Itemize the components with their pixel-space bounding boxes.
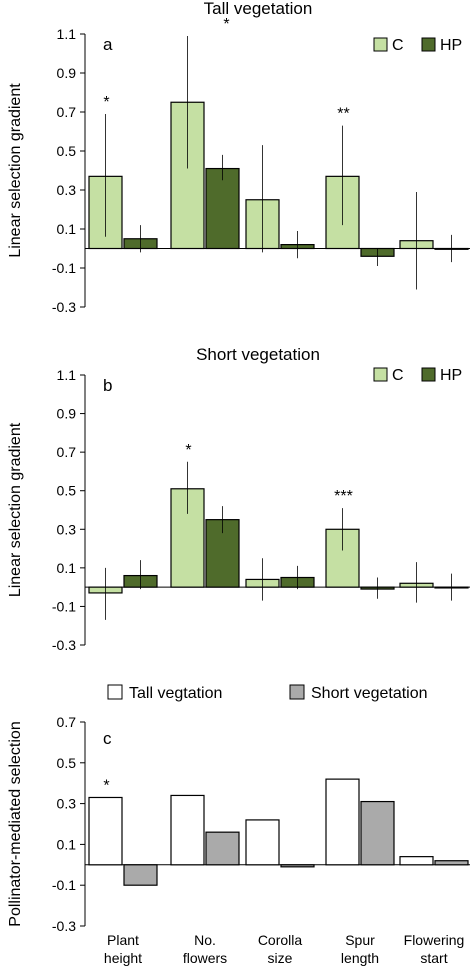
bar-first — [88, 796, 123, 866]
y-tick-label: 1.1 — [57, 26, 77, 42]
x-category-label: Flowering — [404, 932, 465, 948]
legend-swatch-short — [289, 684, 305, 700]
y-tick-label: 0.1 — [57, 836, 77, 852]
x-category-label: flowers — [183, 950, 227, 966]
bar-first — [245, 819, 280, 866]
y-tick-label: -0.3 — [52, 918, 76, 934]
y-tick-label: -0.1 — [52, 877, 76, 893]
y-axis-label: Linear selection gradient — [7, 422, 24, 597]
bar-first — [325, 778, 360, 866]
x-category-label: length — [341, 950, 379, 966]
x-category-label: height — [104, 950, 142, 966]
y-tick-label: 0.5 — [57, 483, 77, 499]
bar-second — [205, 167, 240, 250]
y-tick-label: 0.1 — [57, 221, 77, 237]
bar-second — [280, 864, 315, 868]
y-axis-label: Pollinator-mediated selection — [7, 721, 24, 926]
x-category-label: No. — [194, 932, 216, 948]
significance-mark: * — [223, 16, 229, 33]
panel-label: a — [103, 35, 113, 54]
legend-label-C: C — [392, 367, 404, 384]
legend-label-HP: HP — [440, 367, 462, 384]
x-category-label: Plant — [107, 932, 139, 948]
significance-mark: ** — [337, 106, 349, 123]
legend-label-short: Short vegetation — [311, 685, 428, 702]
legend-swatch-C — [373, 37, 388, 52]
panel-title: Short vegetation — [196, 345, 320, 364]
y-tick-label: 0.5 — [57, 755, 77, 771]
x-category-label: start — [420, 950, 447, 966]
significance-mark: *** — [334, 488, 353, 505]
bar-second — [434, 860, 469, 866]
bar-second — [360, 800, 395, 866]
bar-second — [123, 864, 158, 886]
y-tick-label: 0.3 — [57, 182, 77, 198]
x-category-label: Spur — [345, 932, 375, 948]
legend-swatch-HP — [421, 37, 436, 52]
panel-title: Tall vegetation — [204, 0, 313, 18]
panel-label: c — [103, 729, 112, 748]
legend-swatch-tall — [107, 684, 123, 700]
y-tick-label: 0.7 — [57, 444, 77, 460]
panel-label: b — [103, 376, 112, 395]
bar-first — [170, 794, 205, 866]
y-tick-label: 0.9 — [57, 406, 77, 422]
y-tick-label: 0.7 — [57, 104, 77, 120]
x-category-label: size — [268, 950, 293, 966]
legend-swatch-HP — [421, 367, 436, 382]
legend-label-tall: Tall vegtation — [129, 685, 222, 702]
y-tick-label: -0.3 — [52, 637, 76, 653]
y-axis-label: Linear selection gradient — [7, 83, 24, 258]
y-tick-label: 1.1 — [57, 367, 77, 383]
legend-swatch-C — [373, 367, 388, 382]
y-tick-label: 0.1 — [57, 560, 77, 576]
y-tick-label: 0.5 — [57, 143, 77, 159]
y-tick-label: 0.3 — [57, 796, 77, 812]
y-tick-label: -0.3 — [52, 299, 76, 315]
significance-mark: * — [103, 777, 109, 794]
y-tick-label: -0.1 — [52, 260, 76, 276]
significance-mark: * — [185, 442, 191, 459]
y-tick-label: 0.3 — [57, 521, 77, 537]
legend-label-HP: HP — [440, 37, 462, 54]
y-tick-label: 0.7 — [57, 714, 77, 730]
legend-label-C: C — [392, 37, 404, 54]
bar-second — [205, 831, 240, 866]
y-tick-label: 0.9 — [57, 65, 77, 81]
significance-mark: * — [103, 94, 109, 111]
bar-first — [399, 856, 434, 866]
y-tick-label: -0.1 — [52, 598, 76, 614]
x-category-label: Corolla — [258, 932, 303, 948]
